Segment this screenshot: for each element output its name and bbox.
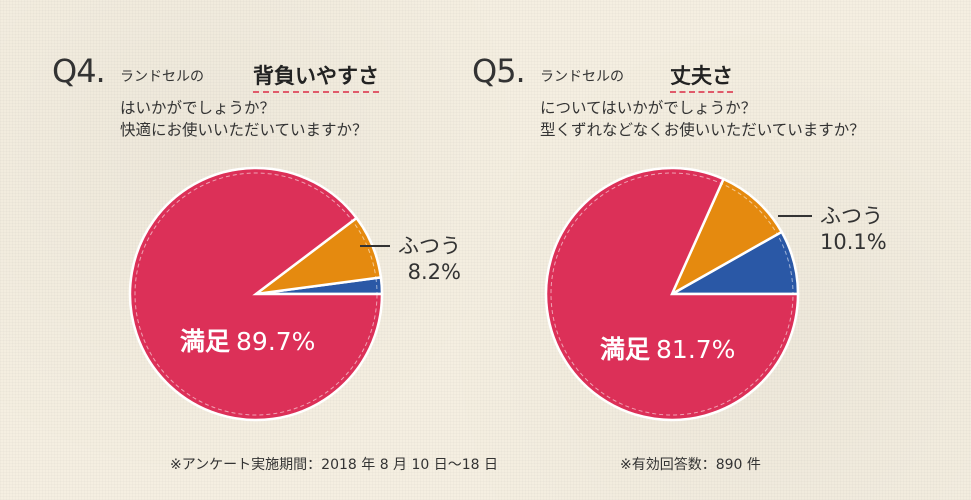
q5-subject: ランドセルの — [540, 69, 624, 85]
q5-normal-slice-stitch — [670, 182, 778, 296]
q4-number: Q4. — [52, 52, 106, 90]
q4-subject: ランドセルの — [120, 69, 204, 85]
q5-normal-slice — [669, 177, 784, 297]
q5-normal-label: ふつう 10.1% — [820, 200, 887, 254]
q4-normal-percent: 8.2% — [407, 260, 461, 284]
q5-question-line2: 型くずれなどなくお使いいただいていますか？ — [540, 121, 865, 139]
q5-normal-name: ふつう — [820, 204, 883, 228]
q4-question-line1: はいかがでしょうか？ — [120, 99, 276, 117]
q5-leader-line — [778, 215, 812, 217]
q5-question-line1: についてはいかがでしょうか？ — [540, 99, 757, 117]
q4-question-line2: 快適にお使いいただいていますか？ — [120, 121, 368, 139]
q4-normal-label: ふつう 8.2% — [398, 230, 461, 284]
q4-satisfied-slice-stitch — [134, 172, 378, 416]
survey-period-note: ※アンケート実施期間：2018 年 8 月 10 日～18 日 — [170, 457, 499, 473]
q5-satisfied-slice-stitch — [550, 172, 794, 416]
q4-normal-name: ふつう — [398, 234, 461, 258]
q5-pie-chart — [544, 166, 800, 422]
q4-keyword: 背負いやすさ — [253, 60, 379, 93]
q4-pie-chart — [128, 166, 384, 422]
q4-satisfied-label: 満足 89.7% — [180, 322, 315, 358]
q5-number: Q5. — [472, 52, 526, 90]
q5-satisfied-name: 満足 — [600, 335, 651, 364]
q5-satisfied-percent: 81.7% — [656, 335, 736, 364]
q4-satisfied-name: 満足 — [180, 327, 231, 356]
q5-keyword: 丈夫さ — [670, 60, 733, 93]
q5-normal-percent: 10.1% — [820, 230, 887, 254]
q5-satisfied-label: 満足 81.7% — [600, 330, 735, 366]
response-count-note: ※有効回答数：890 件 — [620, 457, 761, 473]
q4-satisfied-percent: 89.7% — [236, 327, 316, 356]
q4-leader-line — [360, 245, 390, 247]
